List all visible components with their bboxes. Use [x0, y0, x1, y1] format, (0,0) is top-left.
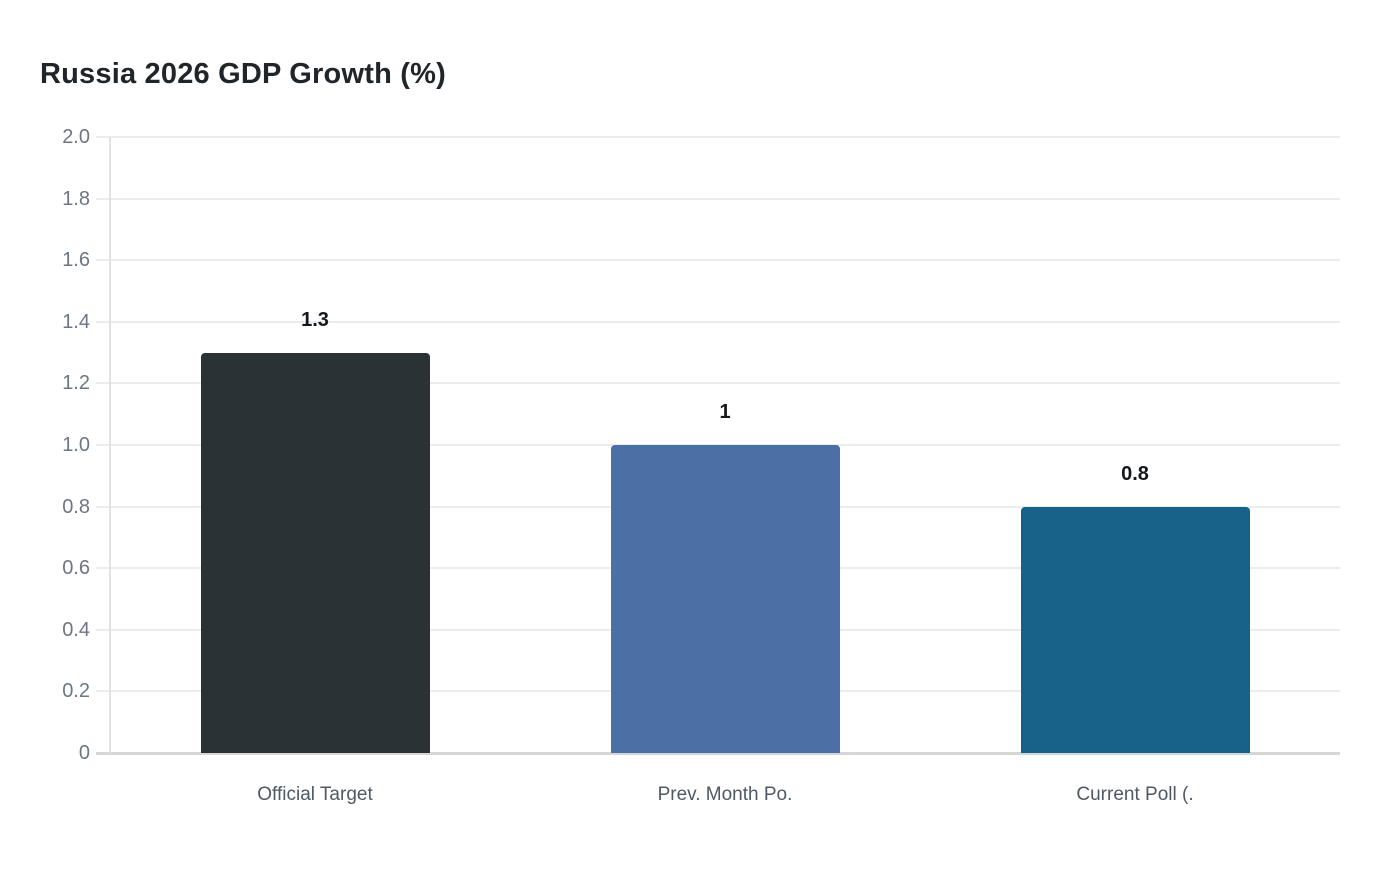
y-tick-label: 0.4 — [62, 618, 90, 641]
y-axis-line — [109, 137, 111, 753]
y-tick-label: 2.0 — [62, 126, 90, 148]
y-tick-label: 0.2 — [62, 680, 90, 703]
gridline — [96, 320, 1340, 323]
y-tick-label: 0 — [78, 742, 90, 764]
bar-current-poll — [1020, 506, 1250, 753]
y-tick-label: 0.8 — [62, 495, 90, 518]
x-axis-line — [96, 752, 1340, 755]
y-tick-label: 1.8 — [62, 187, 90, 210]
chart-title: Russia 2026 GDP Growth (%) — [40, 58, 446, 90]
gridline — [96, 259, 1340, 262]
bar-official-target — [200, 352, 430, 753]
x-axis-label: Prev. Month Po. — [657, 784, 793, 805]
y-tick-label: 1.6 — [62, 249, 90, 272]
x-axis-label: Current Poll (. — [1076, 784, 1194, 805]
bar-value-label: 0.8 — [1121, 462, 1149, 485]
gridline — [96, 382, 1340, 385]
bar-value-label: 1 — [719, 401, 731, 423]
gridline — [96, 197, 1340, 200]
y-tick-label: 0.6 — [62, 557, 90, 580]
y-tick-label: 1.0 — [62, 434, 90, 456]
x-axis-label: Official Target — [257, 784, 373, 805]
y-tick-label: 1.2 — [62, 372, 90, 395]
gridline — [96, 136, 1340, 138]
y-tick-label: 1.4 — [62, 310, 90, 333]
bar-value-label: 1.3 — [301, 308, 329, 331]
bar-prev-month-po — [610, 445, 840, 753]
